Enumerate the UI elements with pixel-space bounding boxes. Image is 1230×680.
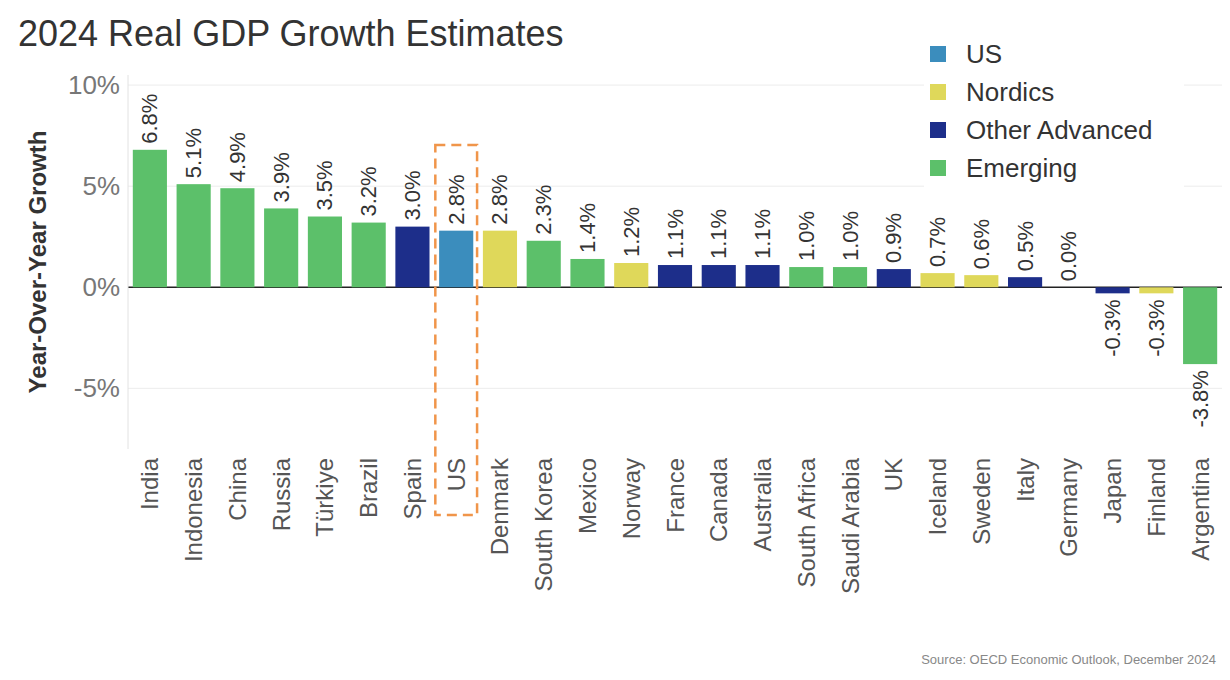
data-label: 0.9%: [881, 213, 906, 263]
data-label: -0.3%: [1100, 299, 1125, 356]
bars: [133, 150, 1217, 364]
data-label: 0.6%: [969, 219, 994, 269]
data-label: 1.1%: [663, 209, 688, 259]
bar: [1008, 277, 1042, 287]
data-label: 3.5%: [312, 160, 337, 210]
bar: [570, 259, 604, 287]
legend-swatch: [930, 160, 946, 176]
x-tick-label: Spain: [399, 458, 426, 519]
bar: [745, 265, 779, 287]
y-tick-label: 10%: [68, 70, 120, 100]
bar: [395, 227, 429, 288]
data-label: 0.7%: [925, 217, 950, 267]
bar: [964, 275, 998, 287]
data-label: -0.3%: [1144, 299, 1169, 356]
data-label: 6.8%: [137, 94, 162, 144]
x-tick-label: Italy: [1012, 458, 1039, 502]
data-label: 3.0%: [400, 170, 425, 220]
data-label: 2.3%: [531, 185, 556, 235]
x-tick-label: Mexico: [574, 458, 601, 534]
bar: [264, 208, 298, 287]
highlight-box: [435, 145, 477, 515]
data-labels: 2.8% 2.8% 1.2% 0.7% 0.6% -0.3% 3.0% 1.1% 1.1% 1.1…: [137, 94, 1212, 428]
x-tick-label: Russia: [268, 457, 295, 531]
bar: [877, 269, 911, 287]
x-tick-label: China: [224, 457, 251, 520]
x-tick-label: India: [136, 457, 163, 510]
bar: [177, 184, 211, 287]
legend-swatch: [930, 46, 946, 62]
data-label: 3.2%: [356, 166, 381, 216]
x-tick-label: UK: [880, 458, 907, 491]
data-label: 2.8%: [444, 175, 469, 225]
data-label: 1.0%: [794, 211, 819, 261]
bar: [614, 263, 648, 287]
legend-bg: [924, 32, 1184, 190]
x-tick-label: Brazil: [355, 458, 382, 518]
legend-swatch: [930, 122, 946, 138]
y-tick-label: 5%: [82, 171, 120, 201]
y-tick-label: 0%: [82, 272, 120, 302]
x-tick-label: Finland: [1143, 458, 1170, 537]
bar: [1096, 287, 1130, 293]
x-tick-label: Indonesia: [180, 457, 207, 562]
data-label: 3.9%: [269, 152, 294, 202]
data-label: 0.5%: [1013, 221, 1038, 271]
x-tick-label: Argentina: [1187, 457, 1214, 560]
bar: [527, 241, 561, 287]
legend-label: US: [966, 39, 1002, 69]
legend-label: Other Advanced: [966, 115, 1152, 145]
bar: [439, 231, 473, 288]
x-tick-label: Sweden: [968, 458, 995, 545]
y-tick-label: -5%: [74, 373, 120, 403]
legend-label: Emerging: [966, 153, 1077, 183]
title: 2024 Real GDP Growth Estimates: [18, 13, 564, 54]
bar: [220, 188, 254, 287]
x-tick-label: Denmark: [486, 457, 513, 555]
x-tick-label: Türkiye: [311, 458, 338, 537]
x-tick-label: South Korea: [530, 457, 557, 591]
bar: [1139, 287, 1173, 293]
bar: [1052, 287, 1086, 288]
data-label: 1.4%: [575, 203, 600, 253]
bar: [658, 265, 692, 287]
chart: 2024 Real GDP Growth Estimates -5% 0% 5% 10%…: [0, 0, 1230, 680]
data-label: 4.9%: [225, 132, 250, 182]
page: {"chart_data": { "type": "bar", "title":…: [0, 0, 1230, 680]
bar: [483, 231, 517, 288]
legend: US Nordics Other Advanced Emerging: [924, 32, 1184, 190]
bar: [352, 223, 386, 288]
data-label: 2.8%: [487, 175, 512, 225]
x-tick-label: Norway: [618, 458, 645, 539]
x-tick-label: Germany: [1055, 458, 1082, 557]
x-tick-label: South Africa: [793, 457, 820, 587]
source-note: Source: OECD Economic Outlook, December …: [921, 652, 1216, 667]
legend-label: Nordics: [966, 77, 1054, 107]
x-tick-label: France: [662, 458, 689, 533]
x-tick-label: US: [443, 458, 470, 491]
bar: [833, 267, 867, 287]
bar: [308, 217, 342, 288]
bar: [1183, 287, 1217, 364]
data-label: 1.0%: [838, 211, 863, 261]
x-tick-label: Japan: [1099, 458, 1126, 523]
y-axis-label: Year-Over-Year Growth: [24, 131, 51, 394]
data-label: 1.1%: [750, 209, 775, 259]
data-label: 0.0%: [1056, 231, 1081, 281]
data-label: 5.1%: [181, 128, 206, 178]
x-tick-label: Canada: [705, 457, 732, 542]
bar: [920, 273, 954, 287]
data-label: -3.8%: [1188, 370, 1213, 427]
x-tick-label: Australia: [749, 457, 776, 551]
bar: [702, 265, 736, 287]
data-label: 1.1%: [706, 209, 731, 259]
x-tick-label: Iceland: [924, 458, 951, 535]
grid-line: [128, 388, 1222, 389]
legend-swatch: [930, 84, 946, 100]
data-label: 1.2%: [619, 207, 644, 257]
bar: [789, 267, 823, 287]
y-axis-line: [128, 75, 129, 449]
bar: [133, 150, 167, 287]
x-tick-label: Saudi Arabia: [837, 457, 864, 594]
